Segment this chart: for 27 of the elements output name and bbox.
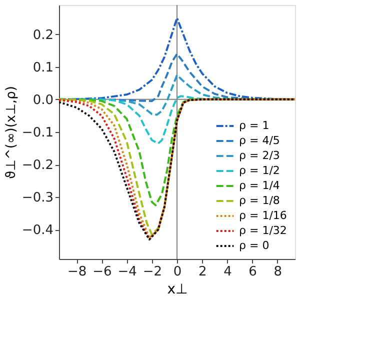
y-tick-label: 0.2: [32, 28, 54, 43]
legend-label: ρ = 1/32: [239, 224, 287, 237]
legend-label: ρ = 1: [239, 119, 270, 132]
y-tick-label: −0.4: [22, 223, 54, 238]
legend-label: ρ = 1/4: [239, 179, 280, 192]
legend-label: ρ = 1/2: [239, 164, 280, 177]
legend-label: ρ = 0: [239, 239, 270, 252]
y-tick-label: 0.1: [32, 60, 54, 76]
x-tick-label: 4: [224, 264, 232, 280]
x-tick-label: 0: [173, 264, 182, 280]
x-tick-label: −6: [92, 264, 112, 280]
legend-label: ρ = 2/3: [239, 149, 280, 162]
x-axis-title: x⊥: [167, 282, 188, 298]
x-tick-label: −8: [67, 264, 87, 280]
y-tick-label: −0.2: [22, 158, 54, 174]
x-tick-label: 6: [248, 264, 257, 280]
x-tick-label: 2: [198, 264, 207, 280]
x-tick-label: 8: [274, 264, 282, 280]
legend-label: ρ = 1/16: [239, 209, 287, 222]
x-tick-label: −2: [142, 264, 162, 280]
x-tick-label: −4: [118, 264, 137, 280]
y-tick-label: 0.0: [32, 92, 54, 108]
legend-label: ρ = 1/8: [239, 194, 280, 207]
legend-label: ρ = 4/5: [239, 134, 280, 147]
y-tick-label: −0.1: [22, 126, 54, 140]
y-tick-label: −0.3: [22, 190, 54, 206]
y-axis-title: ϑ⊥^(∞)(x⊥,ρ): [4, 86, 19, 179]
